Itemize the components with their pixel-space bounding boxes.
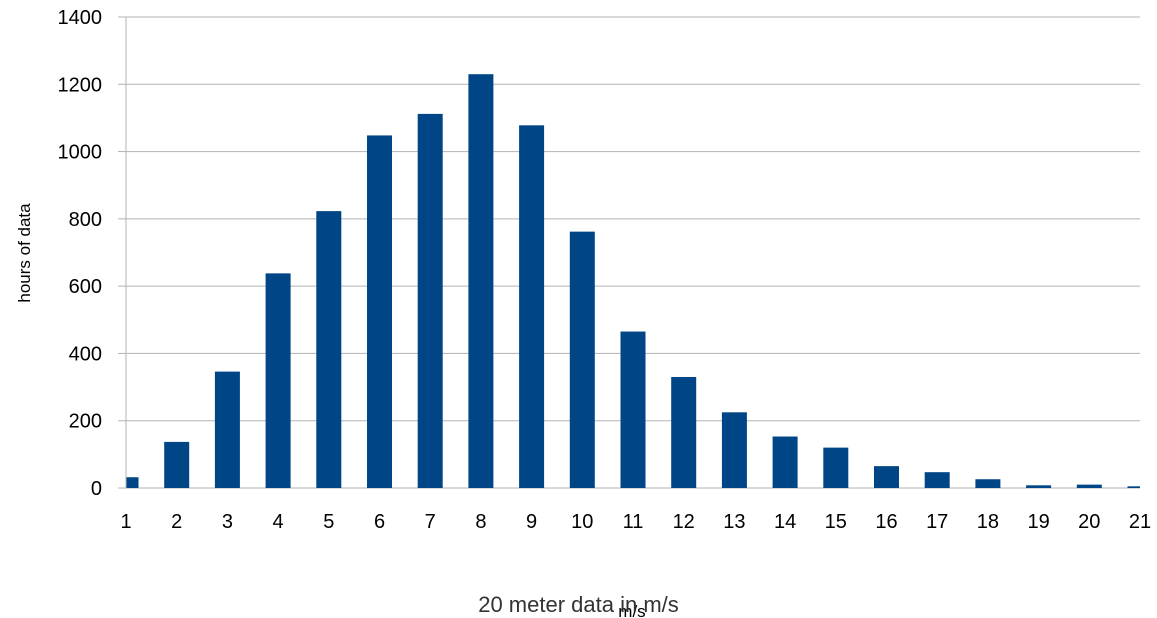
x-tick-label: 2 — [171, 511, 182, 533]
bar-7 — [417, 113, 443, 489]
x-tick-label: 12 — [673, 511, 695, 533]
bar-14 — [772, 436, 798, 488]
y-tick-label: 800 — [69, 209, 102, 231]
y-tick-label: 400 — [69, 343, 102, 365]
x-tick-label: 7 — [425, 511, 436, 533]
x-tick-label: 9 — [526, 511, 537, 533]
x-tick-label: 13 — [723, 511, 745, 533]
x-tick-label: 20 — [1078, 511, 1100, 533]
bar-12 — [671, 376, 697, 488]
x-tick-label: 3 — [222, 511, 233, 533]
x-tick-label: 17 — [926, 511, 948, 533]
bar-16 — [874, 466, 899, 488]
y-tick-label: 200 — [69, 411, 102, 433]
x-tick-label: 15 — [825, 511, 847, 533]
x-tick-label: 16 — [875, 511, 897, 533]
y-tick-label: 600 — [69, 276, 102, 298]
axes — [118, 16, 127, 489]
x-axis-title: m/s — [618, 602, 645, 617]
bar-8 — [468, 74, 494, 488]
bar-5 — [316, 211, 342, 488]
bar-21 — [1127, 486, 1140, 488]
x-tick-label: 1 — [120, 511, 131, 533]
bar-3 — [214, 371, 240, 488]
x-tick-label: 4 — [273, 511, 284, 533]
bar-10 — [569, 231, 595, 489]
bar-1 — [126, 477, 139, 488]
y-tick-label: 1400 — [58, 7, 103, 29]
y-tick-label: 1200 — [58, 74, 103, 96]
x-tick-labels: 1 2 3 4 5 6 7 8 9 10 11 12 13 14 15 16 17 18 19 20 21 — [120, 511, 1151, 533]
x-tick-label: 11 — [623, 511, 644, 533]
bar-2 — [164, 441, 190, 488]
x-tick-label: 14 — [774, 511, 796, 533]
bar-series — [126, 74, 1140, 489]
x-tick-label: 6 — [374, 511, 385, 533]
bar-4 — [265, 273, 291, 488]
x-tick-label: 18 — [977, 511, 999, 533]
bar-20 — [1076, 484, 1102, 488]
bar-11 — [620, 331, 646, 488]
y-tick-labels: 0 200 400 600 800 1000 1200 1400 — [58, 7, 103, 500]
chart-caption: 20 meter data in m/s — [478, 592, 679, 617]
x-tick-label: 21 — [1129, 511, 1151, 533]
bar-6 — [367, 135, 392, 488]
bar-15 — [823, 447, 849, 488]
bar-9 — [519, 125, 545, 488]
x-tick-label: 19 — [1027, 511, 1049, 533]
x-tick-label: 8 — [475, 511, 486, 533]
bar-13 — [721, 412, 747, 488]
x-tick-label: 10 — [571, 511, 593, 533]
bar-17 — [924, 472, 950, 488]
bar-18 — [975, 479, 1001, 488]
y-tick-label: 1000 — [58, 142, 103, 164]
y-axis-title: hours of data — [15, 203, 34, 303]
y-tick-label: 0 — [91, 478, 102, 500]
bar-19 — [1026, 485, 1052, 488]
x-tick-label: 5 — [323, 511, 334, 533]
